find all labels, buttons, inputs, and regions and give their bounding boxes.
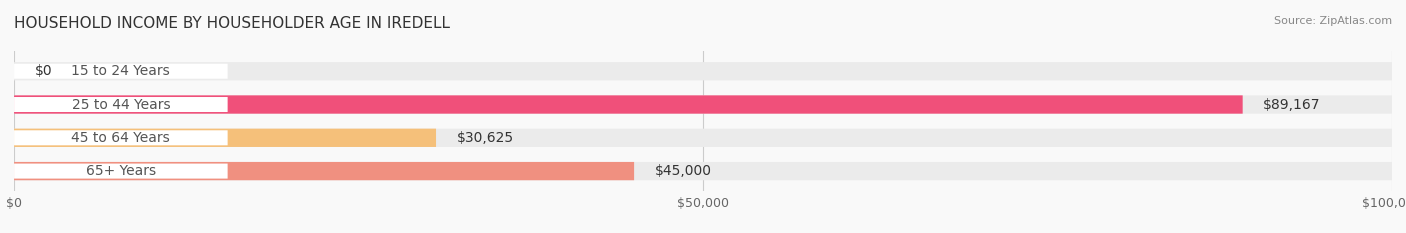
FancyBboxPatch shape [14,162,634,180]
Text: $89,167: $89,167 [1264,98,1320,112]
Text: Source: ZipAtlas.com: Source: ZipAtlas.com [1274,16,1392,26]
Text: $45,000: $45,000 [655,164,711,178]
FancyBboxPatch shape [14,164,228,179]
FancyBboxPatch shape [14,64,228,79]
FancyBboxPatch shape [14,130,228,145]
Text: 15 to 24 Years: 15 to 24 Years [72,64,170,78]
FancyBboxPatch shape [14,162,1392,180]
FancyBboxPatch shape [14,62,1392,80]
FancyBboxPatch shape [14,129,1392,147]
FancyBboxPatch shape [14,95,1392,114]
Text: 65+ Years: 65+ Years [86,164,156,178]
Text: $0: $0 [35,64,52,78]
FancyBboxPatch shape [14,129,436,147]
Text: 45 to 64 Years: 45 to 64 Years [72,131,170,145]
Text: $30,625: $30,625 [457,131,513,145]
Text: HOUSEHOLD INCOME BY HOUSEHOLDER AGE IN IREDELL: HOUSEHOLD INCOME BY HOUSEHOLDER AGE IN I… [14,16,450,31]
FancyBboxPatch shape [14,97,228,112]
FancyBboxPatch shape [14,95,1243,114]
Text: 25 to 44 Years: 25 to 44 Years [72,98,170,112]
